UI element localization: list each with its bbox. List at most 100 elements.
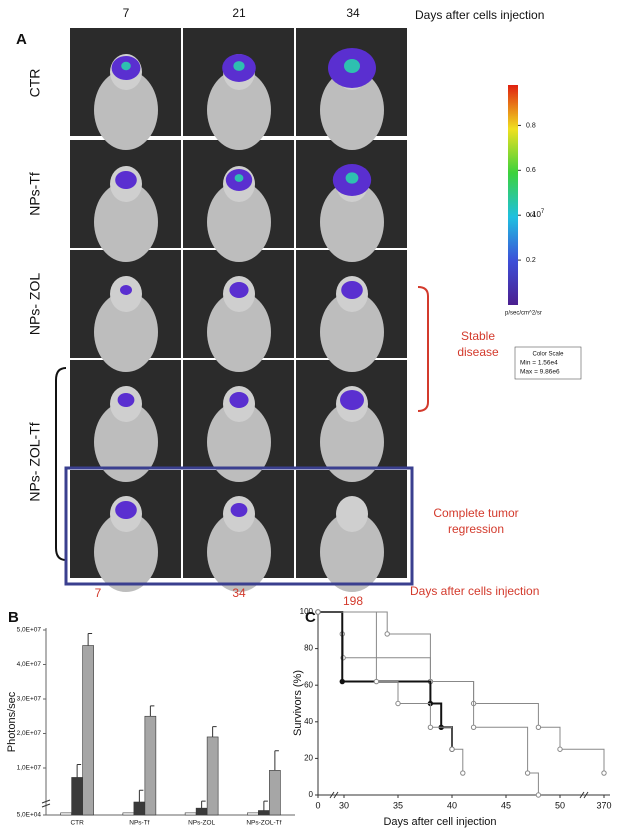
bar (60, 812, 72, 816)
y-tick-label: 1,0E+07 (17, 765, 42, 772)
x-axis-label: Days after cell injection (383, 816, 496, 828)
y-tick-label: 80 (304, 644, 313, 653)
scale-min: Min = 1.56e4 (520, 360, 558, 367)
signal (341, 281, 363, 299)
mouse-body (94, 402, 158, 482)
mouse-image (70, 360, 181, 482)
x-tick-label: NPs-Tf (129, 820, 149, 827)
survival-point (470, 724, 477, 730)
survival-point (449, 746, 455, 752)
signal (230, 503, 248, 517)
colorbar-multiplier: x107 (528, 209, 545, 220)
colorbar-tick-label: 0.6 (526, 167, 536, 174)
survival-point (524, 770, 531, 776)
mouse-image (296, 470, 407, 592)
survival-point (384, 631, 390, 637)
mouse-head (336, 496, 368, 532)
signal-core (234, 174, 244, 182)
colorbar-tick-label: 0.4 (526, 212, 536, 219)
y-tick-label: 20 (304, 754, 313, 763)
row-label: NPs- ZOL (27, 273, 43, 335)
mouse-image (296, 250, 407, 372)
y-tick-label: 2,0E+07 (17, 730, 42, 737)
survival-point (557, 746, 563, 752)
colorbar-tick-label: 0.8 (526, 122, 536, 129)
x-tick-label: NPs-ZOL (188, 820, 215, 827)
mouse-body (320, 70, 384, 150)
day-label: 21 (232, 6, 246, 20)
exponent: 7 (541, 209, 545, 215)
error-bar (274, 750, 279, 771)
mouse-image (296, 360, 407, 482)
x-tick-label: 30 (339, 800, 349, 810)
y-tick-label: 5,0E+07 (17, 627, 42, 634)
error-bar (149, 705, 155, 717)
bar (71, 777, 83, 816)
error-bar (138, 789, 144, 803)
colorbar-unit: p/sec/cm^2/sr (505, 311, 542, 317)
mouse-image (183, 140, 294, 262)
panel-label: B (8, 609, 19, 626)
mouse-image (70, 250, 181, 372)
bar (195, 807, 208, 816)
error-bar (87, 632, 93, 646)
signal (117, 393, 135, 407)
multiplier: x10 (528, 210, 541, 219)
day-label: 7 (123, 6, 130, 20)
mouse-body (94, 70, 158, 150)
x-tick-label: CTR (70, 820, 84, 827)
error-bar (263, 800, 268, 811)
bar (122, 812, 135, 816)
mouse-body (94, 292, 158, 372)
signal-core (344, 59, 360, 73)
signal-core (345, 172, 359, 184)
x-tick-label: 50 (555, 800, 565, 810)
mouse-body (320, 512, 384, 592)
survival-point (535, 792, 542, 798)
mouse-image (183, 250, 294, 372)
x-tick-label: 0 (315, 800, 320, 810)
day-label: 34 (232, 586, 246, 600)
bar (206, 736, 219, 816)
mouse-body (320, 182, 384, 262)
mouse-image (183, 28, 294, 150)
x-tick-label: 45 (501, 800, 511, 810)
day-label: 34 (346, 6, 360, 20)
error-bar (201, 800, 206, 809)
panel-label: A (16, 31, 27, 48)
row-label: NPs- ZOL-Tf (27, 422, 43, 501)
scale-box (514, 346, 582, 380)
mouse-body (94, 512, 158, 592)
axis-label: Days after cells injection (410, 584, 539, 598)
y-tick-label: 4,0E+07 (17, 661, 42, 668)
y-tick-label: 5,0E+04 (17, 812, 42, 819)
day-label: 198 (343, 594, 363, 608)
signal (340, 390, 364, 410)
annotation: Complete tumor regression (433, 506, 519, 536)
survival-point (315, 609, 321, 615)
survival-point (460, 770, 466, 776)
mouse-body (207, 512, 271, 592)
survival-point (339, 678, 345, 685)
x-tick-label: 370 (596, 800, 611, 810)
x-tick-label: NPs-ZOL-Tf (246, 820, 281, 827)
panel-label: C (305, 609, 316, 626)
survival-point (535, 724, 542, 730)
bar (269, 770, 281, 816)
signal (120, 285, 132, 295)
bar (144, 715, 157, 816)
bar (258, 810, 270, 816)
axis-break (41, 799, 51, 808)
bar (247, 812, 259, 816)
mouse-body (94, 182, 158, 262)
mouse-image (183, 360, 294, 482)
y-tick-label: 40 (304, 717, 313, 726)
day-label: 7 (95, 586, 102, 600)
mouse-body (207, 182, 271, 262)
mouse-body (207, 292, 271, 372)
signal (115, 171, 137, 189)
mouse-image (70, 140, 181, 262)
signal-core (121, 61, 131, 71)
